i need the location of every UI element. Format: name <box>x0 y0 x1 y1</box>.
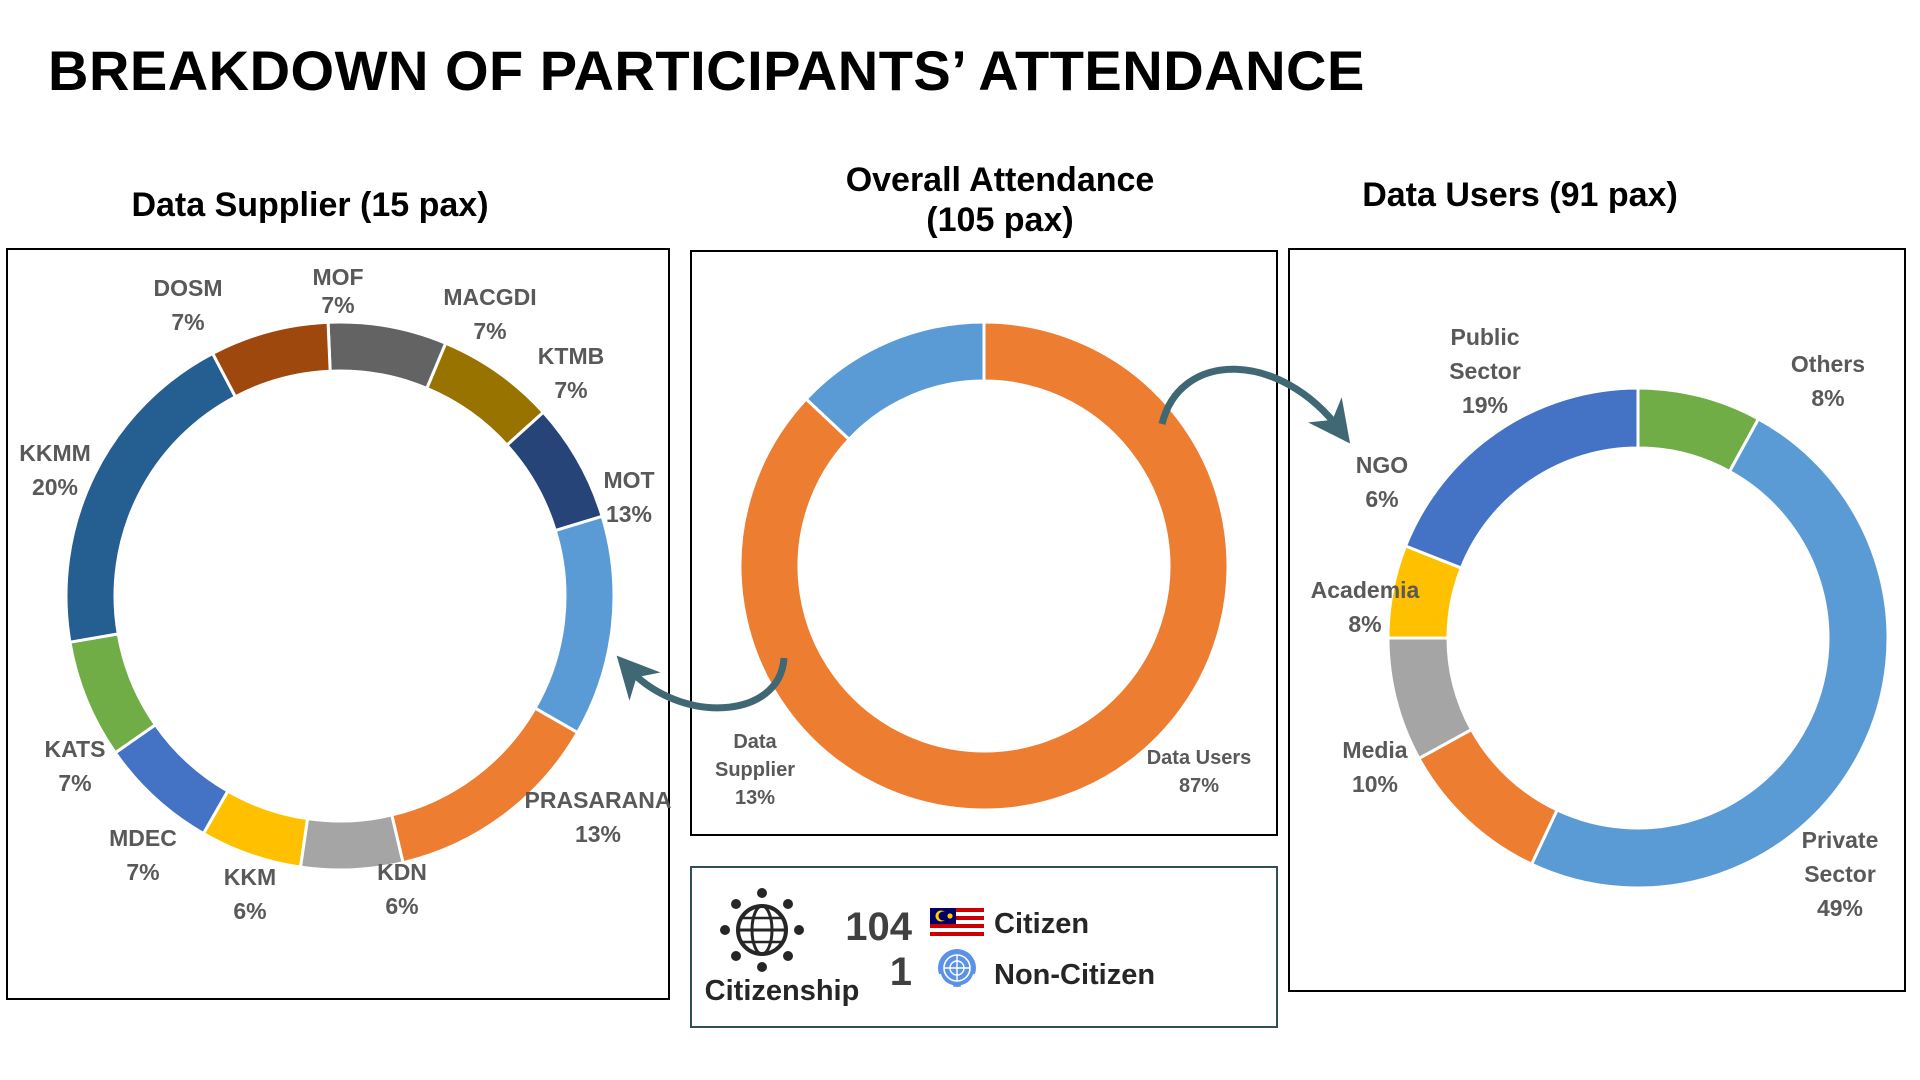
supplier-label-macgdi: MACGDI 7% <box>443 284 536 344</box>
supplier-slice-mot <box>533 514 616 735</box>
globe-people-icon <box>720 888 804 972</box>
supplier-label-ktmb: KTMB 7% <box>538 343 604 403</box>
supplier-label-kdn: KDN 6% <box>377 859 427 919</box>
users-label-ngo: NGO 6% <box>1356 452 1408 512</box>
users-label-others: Others 8% <box>1791 351 1865 411</box>
supplier-label-mof: MOF 7% <box>312 264 363 318</box>
users-label-private-sector: Private Sector 49% <box>1802 827 1879 921</box>
citizen-count: 104 <box>845 905 912 949</box>
arrow-overall-to-users <box>1158 365 1351 444</box>
supplier-slice-dosm <box>210 320 332 399</box>
overall-label-data-users: Data Users 87% <box>1147 747 1252 797</box>
users-label-media: Media 10% <box>1342 737 1407 797</box>
overall-slice-data-users <box>738 320 1230 812</box>
page-title: BREAKDOWN OF PARTICIPANTS’ ATTENDANCE <box>48 39 1365 102</box>
users-label-public-sector: Public Sector 19% <box>1449 324 1521 418</box>
supplier-label-prasarana: PRASARANA 13% <box>525 787 672 847</box>
overall-label-data-supplier: Data Supplier 13% <box>715 731 795 809</box>
overall-donut-chart: Data Users 87% Data Supplier 13% <box>715 320 1252 812</box>
citizen-label: Citizen <box>994 908 1089 940</box>
users-label-academia: Academia 8% <box>1311 577 1420 637</box>
users-slice-public-sector <box>1403 386 1640 571</box>
supplier-label-kkm: KKM 6% <box>224 864 276 924</box>
supplier-slice-mof <box>326 320 448 391</box>
citizenship-panel <box>690 866 1278 1028</box>
non-citizen-label: Non-Citizen <box>994 959 1155 991</box>
users-slice-private-sector <box>1529 416 1890 890</box>
supplier-donut-chart: MOF 7% MACGDI 7%KTMB 7% MOT 13% PRASARANA 13% KDN… <box>19 264 671 924</box>
supplier-slice-kats <box>68 632 158 755</box>
users-slice-media <box>1416 727 1560 867</box>
users-chart-frame <box>1288 248 1906 992</box>
overall-slice-data-supplier <box>804 320 986 442</box>
non-citizen-count: 1 <box>890 950 912 994</box>
citizenship-label: Citizenship <box>705 975 860 1007</box>
users-donut-chart: Others 8% Private Sector 49% Media 10% Academia… <box>1311 324 1890 921</box>
supplier-label-mdec: MDEC 7% <box>109 825 177 885</box>
supplier-chart-title: Data Supplier (15 pax) <box>131 186 489 224</box>
supplier-slice-prasarana <box>389 706 580 865</box>
supplier-slice-kkmm <box>64 351 238 644</box>
overall-chart-frame <box>690 250 1278 836</box>
supplier-label-dosm: DOSM 7% <box>154 275 223 335</box>
malaysia-flag-icon <box>930 908 984 936</box>
supplier-label-kats: KATS 7% <box>45 736 106 796</box>
supplier-label-mot: MOT 13% <box>603 467 654 527</box>
overall-chart-title: Overall Attendance (105 pax) <box>845 161 1155 239</box>
un-emblem-icon <box>938 949 976 987</box>
arrow-overall-to-supplier <box>616 655 788 712</box>
supplier-label-kkmm: KKMM 20% <box>19 440 91 500</box>
users-chart-title: Data Users (91 pax) <box>1362 176 1678 214</box>
supplier-chart-frame <box>6 248 670 1000</box>
